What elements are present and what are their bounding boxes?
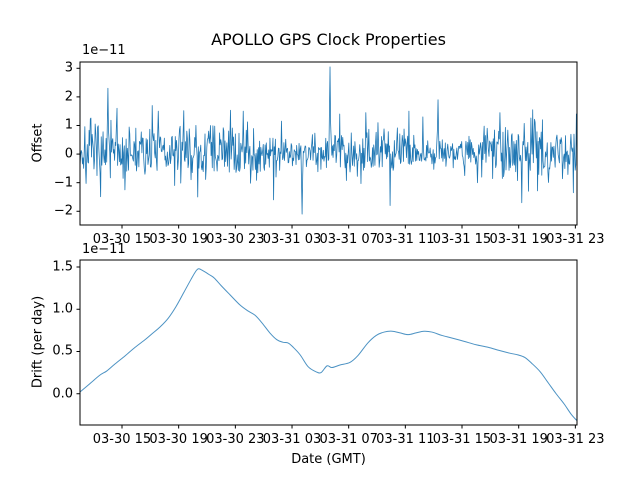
y-axis-offset-text-bottom: 1e−11 <box>82 242 126 257</box>
y-tick-label: 3 <box>64 60 73 76</box>
axes-spines <box>79 259 578 426</box>
offset-plot-area <box>76 61 578 229</box>
offset-series-line <box>79 66 578 215</box>
x-tick-label: 03-30 19 <box>149 232 208 247</box>
x-tick-label: 03-31 11 <box>376 432 435 447</box>
drift-series-line <box>79 268 578 422</box>
y-tick-label: 1 <box>64 117 73 133</box>
x-tick-label: 03-31 03 <box>262 232 322 247</box>
x-tick-label: 03-30 15 <box>92 432 152 447</box>
offset-plot-svg <box>76 61 578 229</box>
x-tick-label: 03-30 19 <box>149 432 208 447</box>
x-tick-label: 03-30 23 <box>206 432 265 447</box>
chart-title: APOLLO GPS Clock Properties <box>211 30 446 49</box>
y-axis-offset-text-top: 1e−11 <box>82 43 126 58</box>
y-tick-label: 2 <box>64 89 73 105</box>
axes-spines <box>79 61 578 226</box>
x-tick-label: 03-31 19 <box>489 232 548 247</box>
y-tick-label: −1 <box>53 175 73 191</box>
x-tick-label: 03-31 03 <box>262 432 322 447</box>
drift-plot-area <box>76 259 578 429</box>
x-tick-label: 03-30 15 <box>92 232 152 247</box>
x-tick-label: 03-30 23 <box>206 232 265 247</box>
drift-plot-svg <box>76 259 578 429</box>
x-tick-label: 03-31 15 <box>432 432 492 447</box>
x-tick-label: 03-31 07 <box>319 232 378 247</box>
x-tick-label: 03-31 19 <box>489 432 548 447</box>
y-tick-label: −2 <box>53 203 73 219</box>
x-tick-label: 03-31 07 <box>319 432 378 447</box>
y-tick-label: 0.5 <box>52 343 73 359</box>
y-tick-label: 1.0 <box>52 301 73 317</box>
y-tick-label: 0 <box>64 146 73 162</box>
x-tick-label: 03-31 23 <box>546 232 605 247</box>
y-tick-label: 0.0 <box>52 386 73 402</box>
x-axis-label: Date (GMT) <box>291 452 366 467</box>
x-tick-label: 03-31 23 <box>546 432 605 447</box>
x-tick-label: 03-31 11 <box>376 232 435 247</box>
x-tick-label: 03-31 15 <box>432 232 492 247</box>
y-tick-label: 1.5 <box>52 259 73 275</box>
